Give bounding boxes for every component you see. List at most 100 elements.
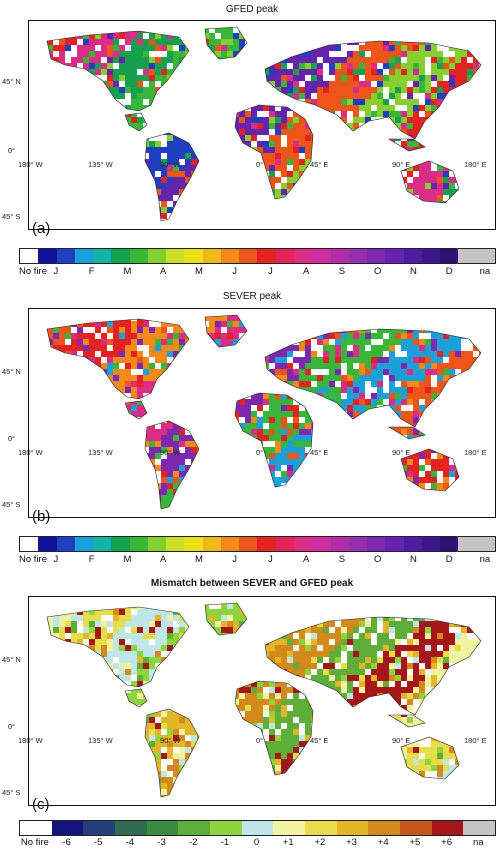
legend-label: [65, 554, 83, 566]
legend-label: D: [445, 554, 453, 565]
legend-swatch: [458, 249, 477, 263]
legend-swatch: [421, 249, 441, 263]
coastline: [234, 392, 314, 488]
legend-swatch: [147, 249, 167, 263]
panel-a-lon-0: 0°: [256, 160, 264, 169]
panel-a-lat-45s: 45° S: [2, 212, 21, 221]
legend-label: 0: [253, 837, 260, 848]
panel-a-lon-90w: 90° W: [160, 160, 181, 169]
legend-label: No fire: [19, 266, 47, 277]
panel-c-lon-45e: 45° E: [310, 736, 329, 745]
coastline: [400, 448, 460, 492]
legend-swatch: [336, 821, 369, 835]
legend-label: [422, 554, 440, 566]
legend-swatch: [257, 249, 276, 263]
legend-label: +1: [282, 837, 294, 848]
legend-label: [244, 554, 262, 566]
legend-swatch: [74, 249, 94, 263]
panel-b-lon-90e: 90° E: [392, 448, 411, 457]
legend-swatch: [312, 249, 331, 263]
legend-swatch: [111, 249, 130, 263]
coastline: [204, 602, 248, 636]
legend-label: N: [409, 266, 417, 277]
legend-swatch: [273, 821, 306, 835]
legend-swatch: [147, 537, 167, 551]
legend-swatch: [93, 537, 112, 551]
legend-label: [458, 554, 476, 566]
coastline: [400, 160, 460, 204]
coastline: [400, 736, 460, 780]
coastline: [46, 606, 190, 688]
legend-label: na: [479, 266, 491, 277]
panel-c-lat-45n: 45° N: [2, 655, 21, 664]
legend-swatch: [184, 249, 203, 263]
legend-swatch: [348, 537, 368, 551]
coastline: [124, 112, 148, 132]
legend-swatch: [305, 821, 337, 835]
legend-swatch: [93, 249, 112, 263]
legend-swatch: [38, 249, 57, 263]
coastline: [144, 132, 200, 222]
panel-a-lon-180e: 180° E: [464, 160, 487, 169]
panel-a-map-canvas: [46, 26, 482, 222]
legend-swatch: [129, 537, 148, 551]
panel-b-lon-180e: 180° E: [464, 448, 487, 457]
legend-label: [136, 266, 154, 278]
legend-label: [387, 266, 405, 278]
legend-swatch: [330, 537, 349, 551]
legend-swatch: [146, 821, 179, 835]
legend-label: [315, 554, 333, 566]
legend-label: -2: [188, 837, 198, 848]
legend-swatch: [74, 537, 94, 551]
legend-label: M: [123, 266, 132, 277]
legend-swatch: [115, 821, 147, 835]
legend-label: [208, 266, 226, 278]
legend-label: J: [232, 554, 238, 565]
legend-label: [387, 554, 405, 566]
legend-label: +5: [409, 837, 421, 848]
legend-swatch: [166, 537, 185, 551]
legend-label: [458, 266, 476, 278]
legend-label: J: [232, 266, 238, 277]
panel-a-lon-90e: 90° E: [392, 160, 411, 169]
coastline: [46, 318, 190, 400]
legend-swatch: [210, 821, 242, 835]
legend-swatch: [178, 821, 211, 835]
legend-label: A: [303, 266, 310, 277]
coastline: [204, 314, 248, 348]
panel-a-lon-180w: 180° W: [18, 160, 43, 169]
panel-b-lat-0: 0°: [8, 434, 16, 443]
panel-b-lon-45e: 45° E: [310, 448, 329, 457]
legend-swatch: [348, 249, 368, 263]
legend-label: S: [338, 266, 346, 277]
panel-c-lon-0: 0°: [256, 736, 264, 745]
panel-a-lon-45e: 45° E: [310, 160, 329, 169]
coastline: [387, 714, 426, 728]
coastline: [124, 688, 148, 708]
legend-label: J: [268, 554, 273, 565]
legend-label: J: [268, 266, 273, 277]
panel-a-title: GFED peak: [225, 4, 279, 15]
legend-label: J: [53, 266, 59, 277]
legend-label: A: [303, 554, 310, 565]
panel-c-lon-180e: 180° E: [464, 736, 487, 745]
legend-label: [172, 266, 190, 278]
panel-c-map: [28, 596, 496, 806]
coastline: [387, 426, 426, 440]
legend-swatch: [239, 249, 258, 263]
coastline: [124, 400, 148, 420]
panel-c-lat-45s: 45° S: [2, 788, 21, 797]
legend-swatch: [202, 537, 221, 551]
coastline: [46, 30, 190, 112]
legend-swatch: [367, 249, 386, 263]
legend-label: [101, 266, 119, 278]
legend-label: [244, 266, 262, 278]
panel-c-legend: [19, 820, 496, 836]
legend-swatch: [111, 537, 130, 551]
legend-label: -6: [62, 837, 71, 848]
coastline: [387, 138, 426, 152]
legend-label: +3: [346, 837, 357, 848]
legend-label: O: [373, 554, 382, 565]
panel-c-lon-90e: 90° E: [392, 736, 411, 745]
